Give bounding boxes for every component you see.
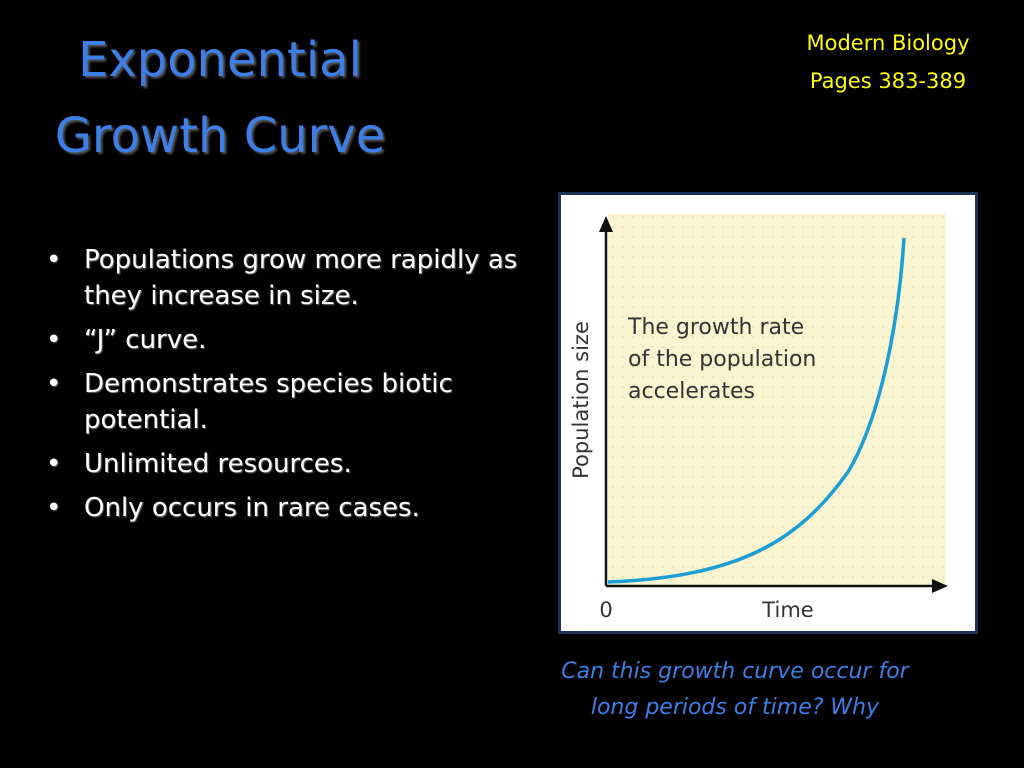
reference: Modern Biology Pages 383-389 <box>770 24 1006 100</box>
annotation: of the population <box>628 347 816 372</box>
annotation: accelerates <box>628 379 755 404</box>
plot-grid <box>608 214 946 586</box>
bullet: Only occurs in rare cases. <box>46 490 524 526</box>
reference-line: Pages 383-389 <box>809 69 967 93</box>
bullet: “J” curve. <box>46 322 524 358</box>
y-arrow <box>599 216 613 232</box>
caption-line: Can this growth curve occur for <box>561 659 909 684</box>
caption-line: long periods of time? Why <box>590 695 880 720</box>
y-axis-label: Population size <box>569 321 593 479</box>
x-axis-label: Time <box>761 598 813 622</box>
bullet: Unlimited resources. <box>46 446 524 482</box>
x-arrow <box>932 579 948 593</box>
bullet: Populations grow more rapidly as they in… <box>46 242 524 314</box>
slide-title: Exponential Growth Curve <box>0 22 440 174</box>
caption: Can this growth curve occur for long per… <box>500 654 970 726</box>
bullet: Demonstrates species biotic potential. <box>46 366 524 438</box>
annotation: The growth rate <box>627 315 804 340</box>
reference-line: Modern Biology <box>806 31 970 55</box>
title-line: Growth Curve <box>54 108 386 164</box>
figure: Population size Time 0 The growth rate o… <box>558 192 978 634</box>
bullet-list: Populations grow more rapidly as they in… <box>42 242 524 534</box>
growth-curve <box>607 237 906 584</box>
origin-label: 0 <box>599 598 612 622</box>
title-line: Exponential <box>78 32 362 88</box>
